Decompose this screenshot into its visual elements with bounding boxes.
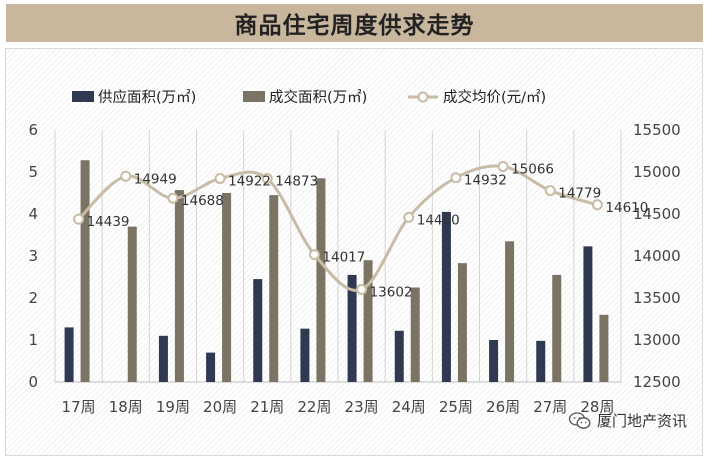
y-left-tick-label: 3 [28, 247, 38, 265]
y-right-tick-label: 12500 [633, 373, 681, 391]
chart: 0123456125001300013500140001450015000155… [0, 0, 709, 461]
bar-supply [300, 329, 309, 382]
y-left-tick-label: 4 [28, 205, 38, 223]
bar-supply [489, 340, 498, 382]
x-tick-label: 27周 [533, 398, 567, 416]
bar-supply [395, 331, 404, 382]
legend-label-supply: 供应面积(万㎡) [98, 88, 196, 106]
price-data-label: 14779 [558, 186, 601, 202]
price-data-label: 14439 [87, 214, 130, 230]
price-point [404, 213, 413, 222]
x-tick-label: 19周 [156, 398, 190, 416]
bar-deal-area [222, 193, 231, 382]
legend-swatch-price-marker [419, 93, 428, 102]
watermark: 厦门地产资讯 [569, 410, 687, 431]
bar-deal-area [552, 275, 561, 382]
y-left-tick-label: 6 [28, 121, 38, 139]
price-point [74, 215, 83, 224]
price-data-label: 14932 [464, 173, 507, 189]
bar-deal-area [599, 315, 608, 382]
y-left-tick-label: 0 [28, 373, 38, 391]
price-data-label: 14949 [134, 171, 177, 187]
y-right-tick-label: 13500 [633, 289, 681, 307]
price-point [357, 285, 366, 294]
price-data-label: 15066 [511, 161, 554, 177]
price-point [168, 194, 177, 203]
bar-deal-area [505, 241, 514, 382]
bar-supply [536, 341, 545, 382]
legend-label-deal-area: 成交面积(万㎡) [269, 88, 367, 106]
y-right-tick-label: 13000 [633, 331, 681, 349]
price-point [310, 250, 319, 259]
y-left-tick-label: 5 [28, 163, 38, 181]
y-right-tick-label: 15500 [633, 121, 681, 139]
price-data-label: 13602 [370, 284, 413, 300]
x-tick-label: 18周 [109, 398, 143, 416]
price-data-label: 14460 [417, 212, 460, 228]
legend-swatch-deal-area [243, 91, 265, 102]
bar-deal-area [316, 178, 325, 382]
price-data-label: 14688 [181, 193, 224, 209]
x-tick-label: 24周 [392, 398, 426, 416]
bar-deal-area [411, 288, 420, 383]
bar-deal-area [175, 190, 184, 382]
price-data-label: 14922 [228, 174, 271, 190]
price-data-label: 14017 [322, 250, 365, 266]
y-left-tick-label: 2 [28, 289, 38, 307]
legend-label-price: 成交均价(元/㎡) [443, 88, 546, 106]
x-tick-label: 20周 [203, 398, 237, 416]
x-tick-label: 23周 [345, 398, 379, 416]
price-point [499, 162, 508, 171]
wechat-icon [569, 412, 591, 430]
legend-swatch-supply [72, 91, 94, 102]
bar-supply [65, 327, 74, 382]
y-right-tick-label: 14000 [633, 247, 681, 265]
watermark-text: 厦门地产资讯 [597, 410, 687, 431]
bar-supply [442, 212, 451, 382]
price-point [451, 173, 460, 182]
bar-supply [583, 246, 592, 382]
x-tick-label: 22周 [297, 398, 331, 416]
price-point [593, 200, 602, 209]
price-point [216, 174, 225, 183]
x-tick-label: 26周 [486, 398, 520, 416]
price-point [546, 186, 555, 195]
y-left-tick-label: 1 [28, 331, 38, 349]
price-data-label: 14610 [605, 200, 648, 216]
x-tick-label: 25周 [439, 398, 473, 416]
bar-deal-area [128, 227, 137, 382]
bar-deal-area [269, 195, 278, 382]
bar-supply [253, 279, 262, 382]
bar-deal-area [81, 160, 90, 382]
y-right-tick-label: 15000 [633, 163, 681, 181]
x-tick-label: 21周 [250, 398, 284, 416]
bar-deal-area [458, 263, 467, 382]
price-data-label: 14873 [275, 174, 318, 190]
bar-deal-area [364, 260, 373, 382]
bar-supply [159, 336, 168, 382]
bar-supply [206, 353, 215, 382]
price-point [121, 172, 130, 181]
x-tick-label: 17周 [62, 398, 96, 416]
